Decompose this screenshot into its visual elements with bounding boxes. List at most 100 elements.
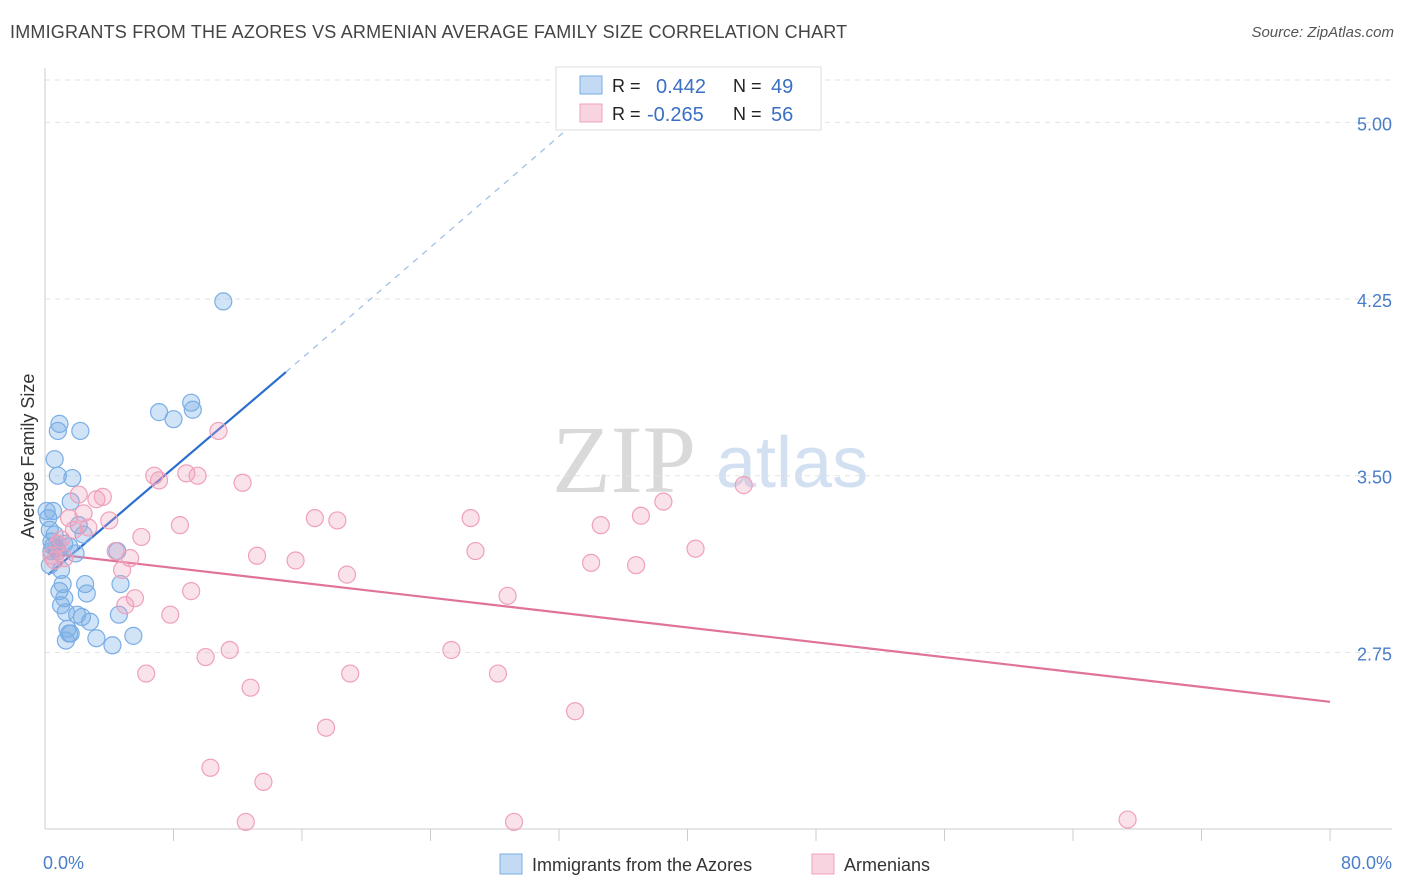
point-armenians-50 xyxy=(686,539,705,558)
point-armenians-43 xyxy=(498,586,517,605)
bottom-legend-label-armenians: Armenians xyxy=(844,855,930,875)
point-armenians-42 xyxy=(488,664,508,683)
point-armenians-39 xyxy=(442,640,461,660)
trend-lines xyxy=(47,121,1331,703)
point-armenians-22 xyxy=(161,605,180,624)
point-armenians-12 xyxy=(100,511,119,530)
point-armenians-29 xyxy=(220,640,239,660)
point-armenians-11 xyxy=(93,487,112,506)
point-azores-13 xyxy=(48,421,67,441)
y-tick-5.00: 5.00 xyxy=(1357,114,1392,134)
legend-n-value-azores: 49 xyxy=(771,76,793,98)
point-azores-45 xyxy=(214,292,233,311)
point-armenians-15 xyxy=(116,596,135,615)
point-azores-11 xyxy=(48,466,67,485)
point-azores-18 xyxy=(55,589,74,608)
trend-extension-azores xyxy=(285,121,576,373)
point-armenians-34 xyxy=(305,508,324,528)
bottom-legend-swatch-azores xyxy=(499,853,523,875)
point-armenians-51 xyxy=(734,476,753,495)
point-azores-35 xyxy=(87,629,106,648)
trend-line-armenians xyxy=(48,552,1331,703)
point-armenians-33 xyxy=(286,551,305,570)
point-armenians-9 xyxy=(79,518,98,537)
point-armenians-41 xyxy=(466,541,485,561)
point-armenians-5 xyxy=(59,508,79,528)
point-armenians-25 xyxy=(188,466,207,485)
point-armenians-32 xyxy=(247,546,267,565)
point-armenians-40 xyxy=(461,508,480,528)
point-armenians-36 xyxy=(328,511,347,530)
point-azores-43 xyxy=(182,393,201,412)
point-azores-38 xyxy=(109,605,128,624)
point-azores-12 xyxy=(50,414,69,433)
watermark-zip: ZIP xyxy=(552,406,696,513)
point-armenians-46 xyxy=(591,516,610,535)
watermark-atlas: atlas xyxy=(716,423,868,503)
trend-line-azores xyxy=(47,371,287,576)
point-armenians-7 xyxy=(69,485,88,504)
point-armenians-56 xyxy=(1118,810,1137,829)
point-armenians-18 xyxy=(132,527,151,547)
point-armenians-45 xyxy=(582,553,601,572)
point-armenians-16 xyxy=(121,549,140,568)
point-armenians-28 xyxy=(209,421,228,441)
point-azores-23 xyxy=(61,624,80,643)
point-armenians-47 xyxy=(626,556,646,575)
point-azores-8 xyxy=(43,501,63,521)
point-armenians-21 xyxy=(149,471,169,490)
point-azores-0 xyxy=(37,501,56,521)
point-armenians-31 xyxy=(241,678,260,697)
legend-r-value-azores: 0.442 xyxy=(656,76,706,98)
point-azores-14 xyxy=(51,560,71,580)
chart-title: IMMIGRANTS FROM THE AZORES VS ARMENIAN A… xyxy=(10,22,848,42)
legend-n-label-armenians: N = xyxy=(733,104,762,124)
point-armenians-27 xyxy=(196,647,215,667)
point-azores-26 xyxy=(63,468,82,488)
legend-n-label-azores: N = xyxy=(733,76,762,96)
point-azores-33 xyxy=(77,584,96,603)
series-legend: Immigrants from the Azores Armenians xyxy=(499,853,930,875)
point-armenians-24 xyxy=(177,464,196,483)
point-azores-44 xyxy=(183,400,202,419)
point-azores-39 xyxy=(111,574,130,594)
y-tick-2.75: 2.75 xyxy=(1357,644,1392,664)
legend-r-value-armenians: -0.265 xyxy=(647,104,704,126)
point-armenians-55 xyxy=(504,812,524,832)
point-armenians-4 xyxy=(55,549,74,568)
point-armenians-19 xyxy=(137,664,156,683)
point-armenians-6 xyxy=(64,520,84,539)
x-tick-80.0%: 80.0% xyxy=(1341,853,1392,873)
y-tick-3.50: 3.50 xyxy=(1357,468,1392,488)
point-armenians-53 xyxy=(254,772,273,791)
point-armenians-44 xyxy=(565,702,585,721)
point-azores-40 xyxy=(124,626,143,645)
point-armenians-48 xyxy=(631,506,651,525)
point-armenians-26 xyxy=(182,582,201,601)
x-tick-0.0%: 0.0% xyxy=(43,853,84,873)
point-armenians-37 xyxy=(337,565,357,584)
y-tick-4.25: 4.25 xyxy=(1357,291,1392,311)
y-axis-label: Average Family Size xyxy=(18,374,38,539)
point-azores-42 xyxy=(164,410,183,429)
legend-n-value-armenians: 56 xyxy=(771,104,793,126)
legend-swatch-azores xyxy=(579,75,603,95)
point-azores-41 xyxy=(149,403,169,422)
point-armenians-30 xyxy=(233,473,252,492)
source-credit: Source: ZipAtlas.com xyxy=(1251,24,1394,41)
axes xyxy=(44,68,1392,841)
bottom-legend-label-azores: Immigrants from the Azores xyxy=(532,855,752,875)
x-tick-labels: 0.0% 80.0% xyxy=(43,853,1392,873)
point-azores-29 xyxy=(71,421,90,441)
grid-lines xyxy=(45,79,1392,653)
point-azores-34 xyxy=(80,612,100,631)
point-azores-36 xyxy=(103,636,122,655)
point-armenians-23 xyxy=(170,516,190,535)
legend-r-label-armenians: R = xyxy=(612,104,641,124)
point-armenians-49 xyxy=(654,492,673,511)
point-armenians-54 xyxy=(236,812,255,832)
data-points xyxy=(37,292,1137,832)
point-azores-32 xyxy=(76,574,95,594)
point-armenians-35 xyxy=(316,718,336,737)
